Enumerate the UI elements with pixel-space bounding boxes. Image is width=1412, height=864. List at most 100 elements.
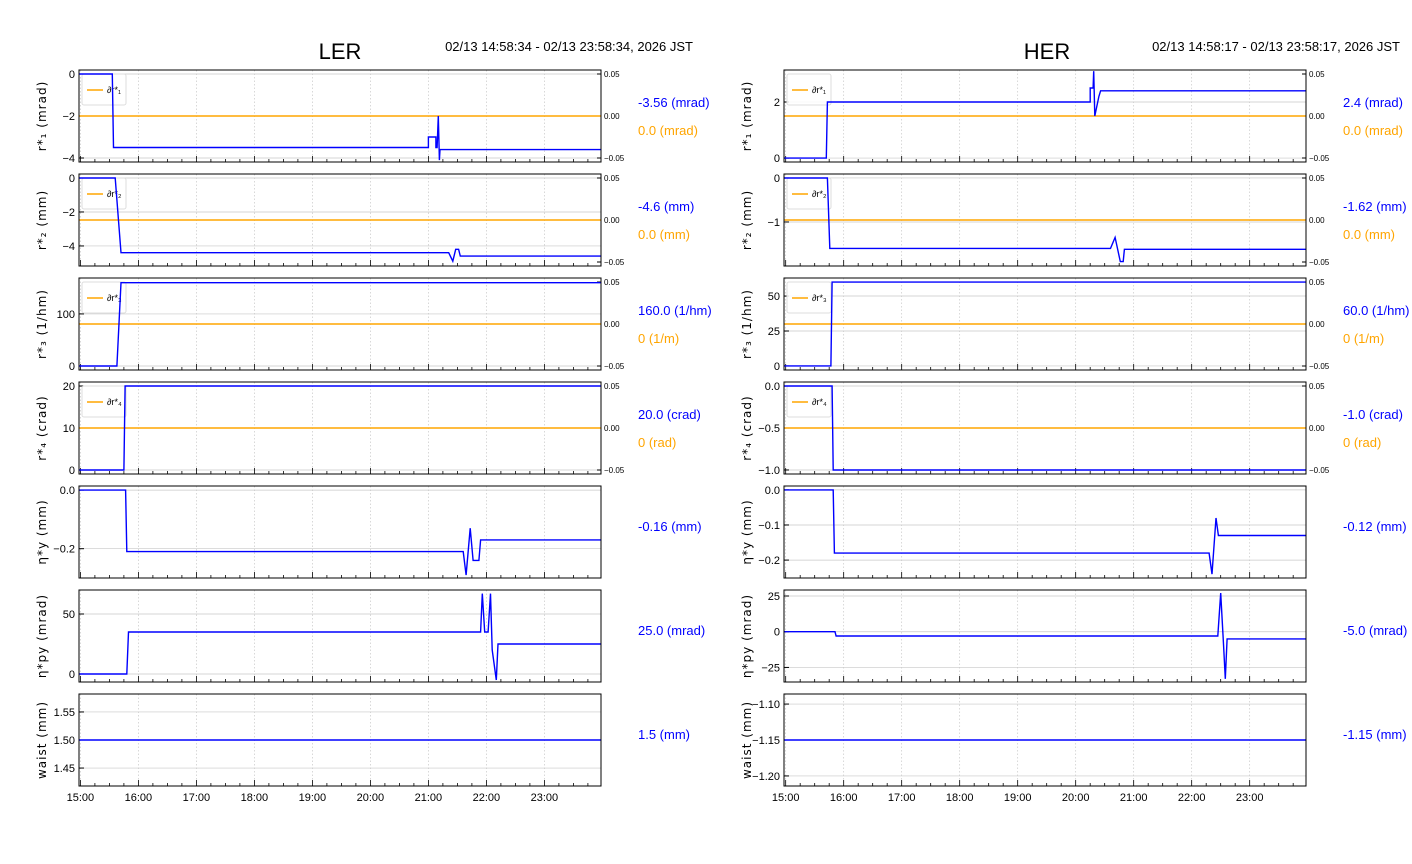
her-panel3-ytick-label: 0 <box>774 361 780 373</box>
ler-panel1-target-value: 0.0 (mrad) <box>638 123 698 138</box>
her-panel4-legend-label: ∂r*₄ <box>812 397 827 407</box>
her-xtick-label: 21:00 <box>1120 792 1148 804</box>
ler-xtick-label: 19:00 <box>299 792 327 804</box>
her-panel1-right-tick-label: 0.05 <box>1309 70 1325 79</box>
her-xtick-label: 20:00 <box>1062 792 1090 804</box>
ler-panel1-ytick-label: 0 <box>69 69 75 81</box>
ler-xtick-label: 16:00 <box>125 792 153 804</box>
her-panel4-right-tick-label: −0.05 <box>1309 466 1330 475</box>
her-panel4-ylabel: r*₄ (crad) <box>740 395 754 460</box>
ler-panel2-right-tick-label: −0.05 <box>604 258 625 267</box>
ler-panel7-ytick-label: 1.55 <box>54 707 75 719</box>
ler-panel7-ytick-label: 1.45 <box>54 763 75 775</box>
her-panel3-current-value: 60.0 (1/hm) <box>1343 303 1409 318</box>
her-xtick-label: 22:00 <box>1178 792 1206 804</box>
ler-panel4-right-tick-label: −0.05 <box>604 466 625 475</box>
ler-panel4-frame <box>78 381 602 475</box>
ler-panel2-ytick-label: −2 <box>62 207 75 219</box>
ler-panel6-frame <box>78 589 602 683</box>
ler-panel1-frame <box>78 69 602 163</box>
her-panel3-frame <box>783 277 1307 371</box>
ler-panel7-ylabel: waist (mm) <box>35 701 49 779</box>
her-panel2-series-line <box>784 177 1306 263</box>
her-panel4-series-line <box>784 385 1306 471</box>
her-panel3-right-tick-label: 0.00 <box>1309 320 1325 329</box>
ler-panel2-ytick-label: 0 <box>69 173 75 185</box>
her-panel7-ytick-label: −1.20 <box>752 771 780 783</box>
her-panel6-ytick-label: −25 <box>761 662 780 674</box>
ler-xtick-label: 18:00 <box>241 792 269 804</box>
her-panel1-right-tick-label: −0.05 <box>1309 154 1330 163</box>
ler-xtick-label: 20:00 <box>357 792 385 804</box>
her-panel3-right-tick-label: −0.05 <box>1309 362 1330 371</box>
ler-panel2-series-line <box>79 177 601 264</box>
her-xtick-label: 19:00 <box>1004 792 1032 804</box>
ler-panel4-target-value: 0 (rad) <box>638 435 676 450</box>
her-panel5-series-line <box>784 489 1306 575</box>
ler-panel2-ytick-label: −4 <box>62 241 75 253</box>
ler-panel1-ylabel: r*₁ (mrad) <box>35 81 49 152</box>
her-panel2-frame <box>783 173 1307 267</box>
ler-panel3-series-line <box>79 282 601 367</box>
her-panel2-legend-label: ∂r*₂ <box>812 189 827 199</box>
ler-panel2-right-tick-label: 0.00 <box>604 216 620 225</box>
her-panel1-legend-label: ∂r*₁ <box>812 85 826 95</box>
her-panel6-ylabel: η*py (mrad) <box>740 594 754 678</box>
ler-panel4-ytick-label: 20 <box>63 381 75 393</box>
ler-panel1-ytick-label: −2 <box>62 111 75 123</box>
ler-title: LER <box>319 39 362 64</box>
ler-xtick-label: 17:00 <box>183 792 211 804</box>
ler-panel6-ylabel: η*py (mrad) <box>35 594 49 678</box>
ler-panel4-series-line <box>79 385 601 471</box>
ler-panel6-series-line <box>79 593 601 681</box>
her-panel5-current-value: -0.12 (mm) <box>1343 519 1407 534</box>
her-panel5-ytick-label: −0.2 <box>758 555 780 567</box>
ler-panel1-series-line <box>79 73 601 161</box>
her-panel3-series-line <box>784 281 1306 367</box>
ler-time-range: 02/13 14:58:34 - 02/13 23:58:34, 2026 JS… <box>445 39 693 54</box>
her-panel7-current-value: -1.15 (mm) <box>1343 727 1407 742</box>
ler-panel3-ytick-label: 100 <box>57 309 75 321</box>
ler-panel5-ytick-label: −0.2 <box>53 544 75 556</box>
ler-panel2-target-value: 0.0 (mm) <box>638 227 690 242</box>
ler-panel4-right-tick-label: 0.00 <box>604 424 620 433</box>
her-panel2-ytick-label: 0 <box>774 173 780 185</box>
her-panel6-series-line <box>784 593 1306 679</box>
her-xtick-label: 18:00 <box>946 792 974 804</box>
her-panel7-frame <box>783 693 1307 787</box>
ler-panel4-ylabel: r*₄ (crad) <box>35 395 49 460</box>
ler-panel1-right-tick-label: −0.05 <box>604 154 625 163</box>
ler-panel5-ylabel: η*y (mm) <box>35 499 49 564</box>
ler-panel6-ytick-label: 0 <box>69 669 75 681</box>
her-panel1-ylabel: r*₁ (mrad) <box>740 81 754 152</box>
her-panel1-frame <box>783 69 1307 163</box>
ler-panel3-right-tick-label: 0.00 <box>604 320 620 329</box>
ler-panel1-legend-label: ∂r*₁ <box>107 85 121 95</box>
her-xtick-label: 16:00 <box>830 792 858 804</box>
her-panel2-current-value: -1.62 (mm) <box>1343 199 1407 214</box>
ler-panel4-legend <box>81 385 127 418</box>
her-panel2-target-value: 0.0 (mm) <box>1343 227 1395 242</box>
ler-panel3-legend <box>81 281 127 314</box>
ler-panel6-current-value: 25.0 (mrad) <box>638 623 705 638</box>
ler-panel2-right-tick-label: 0.05 <box>604 174 620 183</box>
her-panel5-ytick-label: 0.0 <box>765 485 780 497</box>
her-panel3-right-tick-label: 0.05 <box>1309 278 1325 287</box>
her-time-range: 02/13 14:58:17 - 02/13 23:58:17, 2026 JS… <box>1152 39 1400 54</box>
her-panel7-ylabel: waist (mm) <box>740 701 754 779</box>
ler-panel3-right-tick-label: −0.05 <box>604 362 625 371</box>
ler-panel4-current-value: 20.0 (crad) <box>638 407 701 422</box>
her-panel1-ytick-label: 2 <box>774 97 780 109</box>
her-panel3-ytick-label: 25 <box>768 326 780 338</box>
her-panel1-right-tick-label: 0.00 <box>1309 112 1325 121</box>
her-panel5-frame <box>783 485 1307 579</box>
her-xtick-label: 15:00 <box>772 792 800 804</box>
ler-panel5-frame <box>78 485 602 579</box>
ler-panel3-target-value: 0 (1/m) <box>638 331 679 346</box>
her-panel1-series-line <box>784 71 1306 159</box>
her-panel4-ytick-label: −0.5 <box>758 423 780 435</box>
her-panel7-ytick-label: −1.10 <box>752 699 780 711</box>
ler-panel3-legend-label: ∂r*₃ <box>107 293 122 303</box>
her-title: HER <box>1024 39 1070 64</box>
